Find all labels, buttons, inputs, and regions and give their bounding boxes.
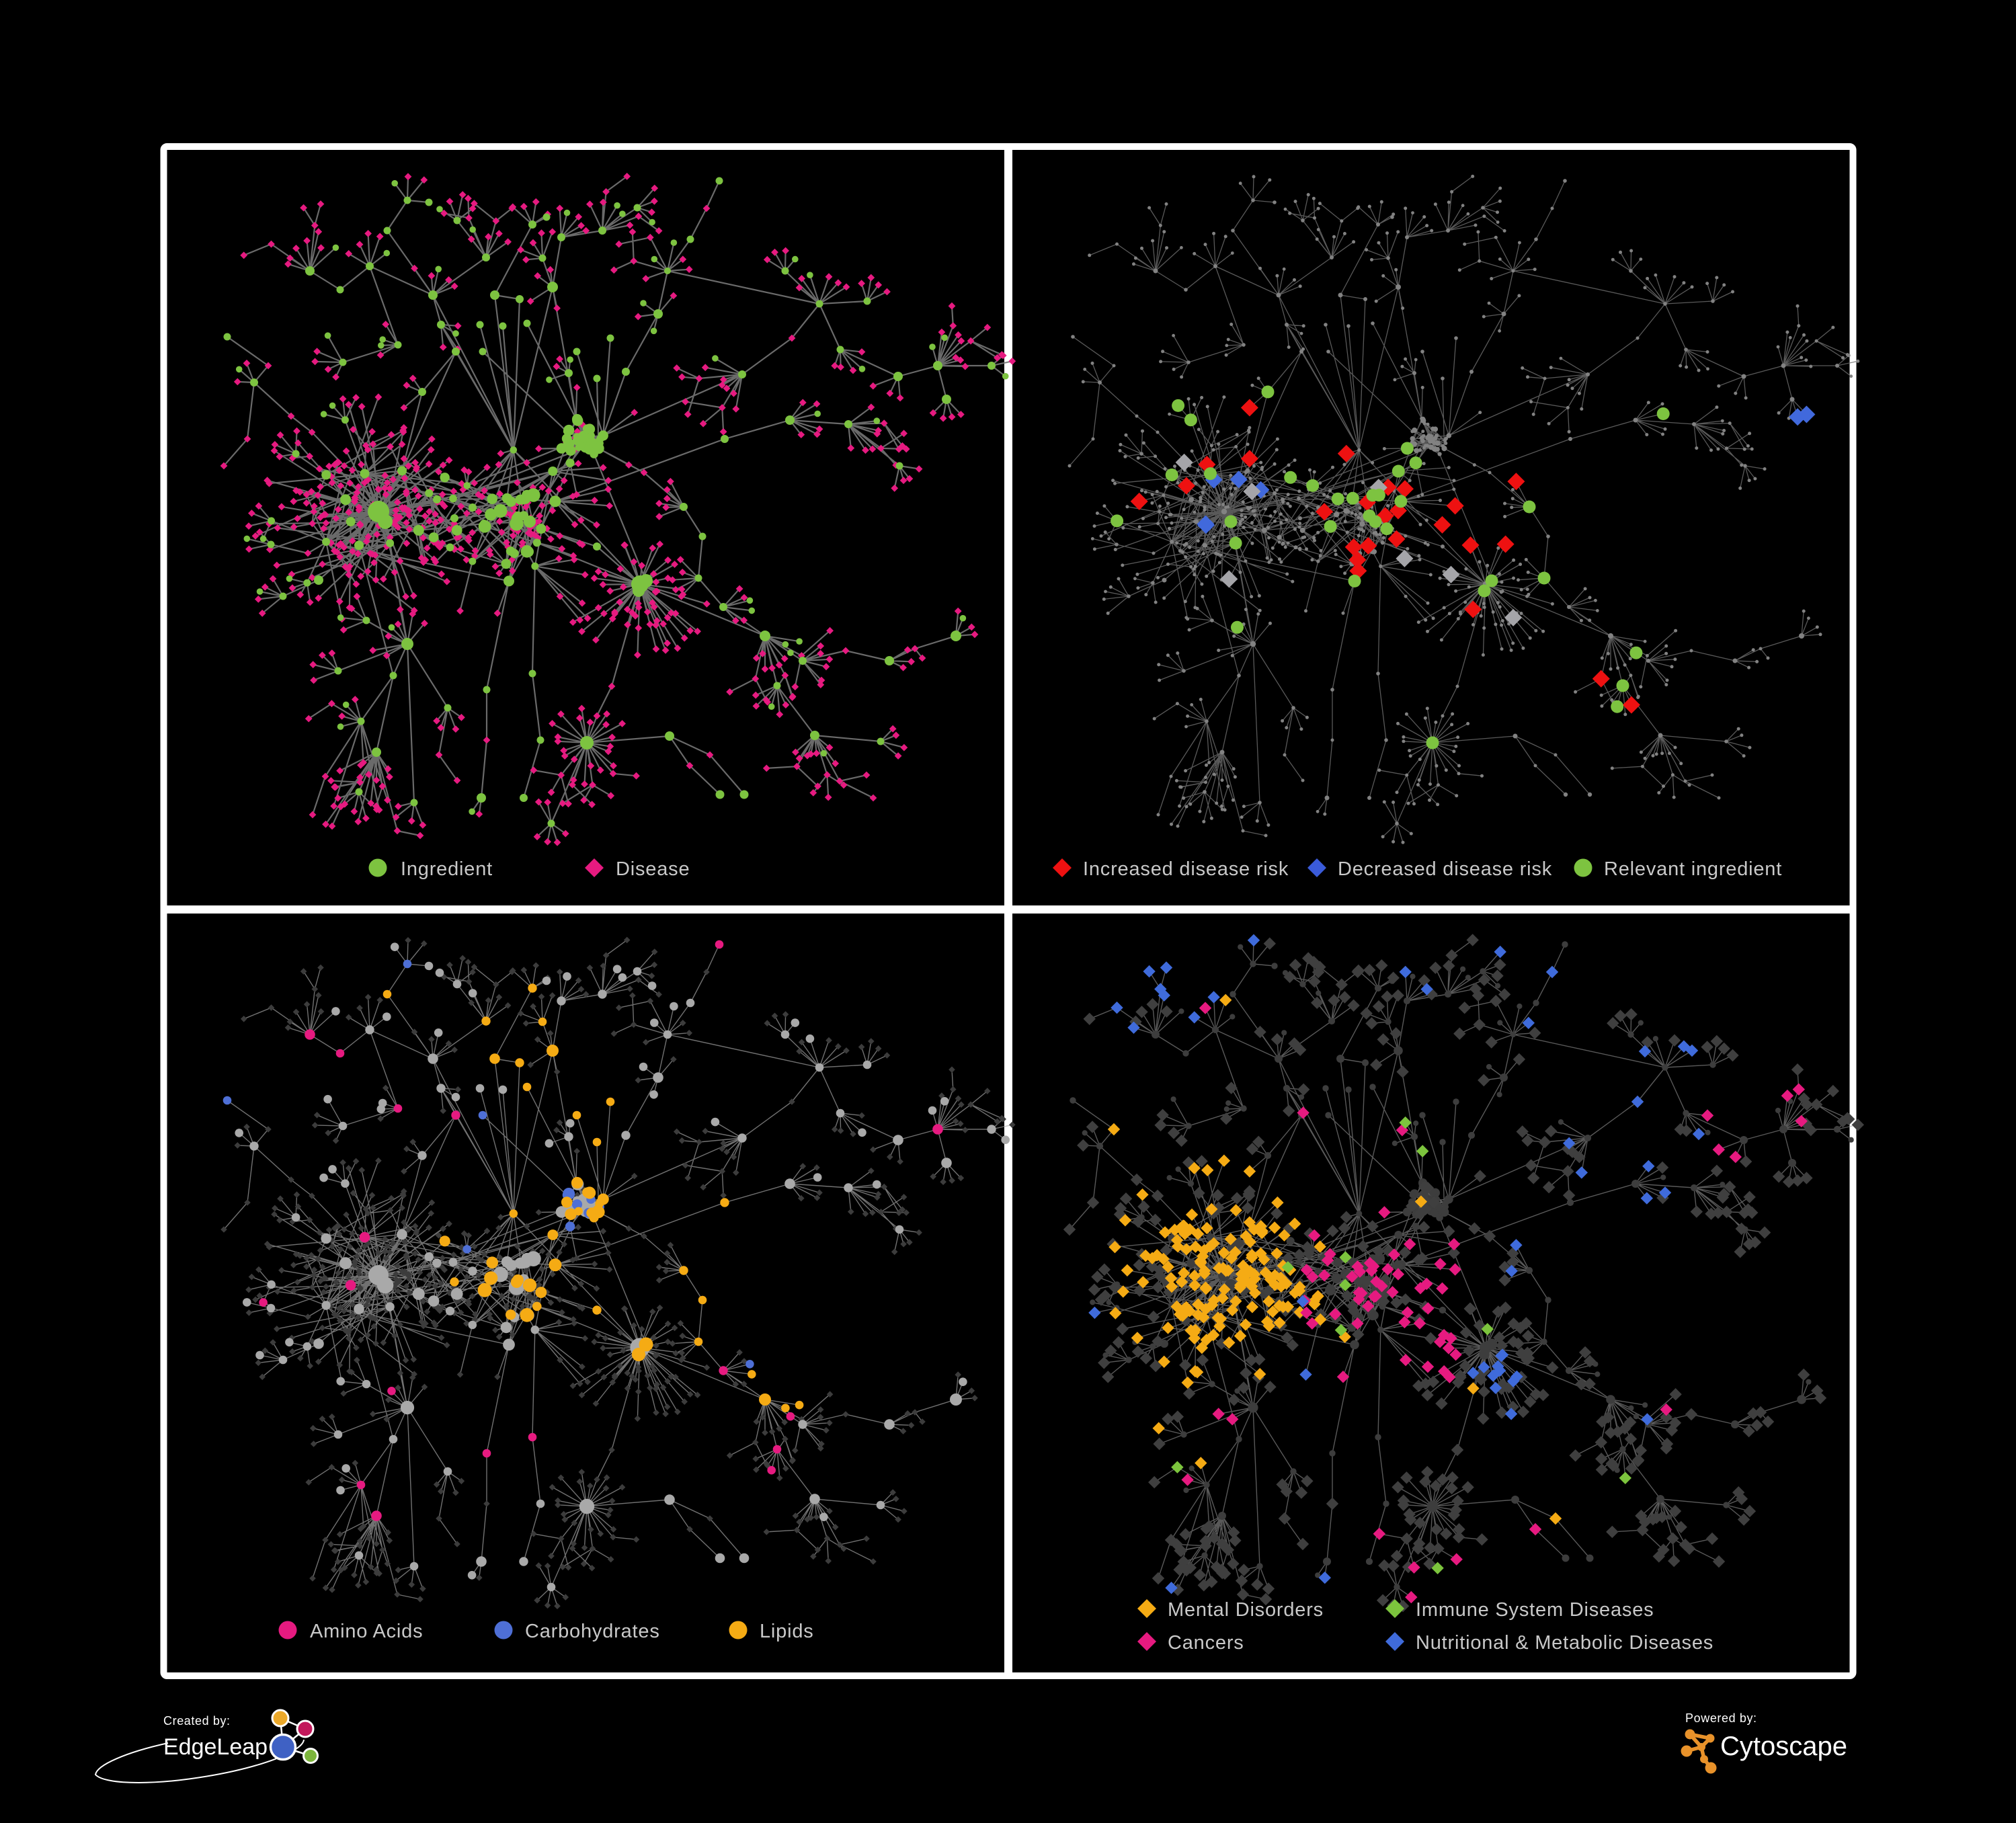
svg-text:Decreased disease risk: Decreased disease risk [1338, 858, 1552, 880]
svg-text:Amino Acids: Amino Acids [310, 1621, 423, 1642]
svg-text:Lipids: Lipids [760, 1621, 814, 1642]
svg-text:Cancers: Cancers [1168, 1632, 1244, 1654]
svg-text:Relevant ingredient: Relevant ingredient [1604, 858, 1782, 880]
svg-text:Created by:: Created by: [163, 1714, 231, 1728]
svg-text:Increased disease risk: Increased disease risk [1083, 858, 1289, 880]
svg-text:Immune System Diseases: Immune System Diseases [1416, 1599, 1654, 1621]
svg-text:Cytoscape: Cytoscape [1720, 1732, 1847, 1761]
svg-text:Nutritional & Metabolic Diseas: Nutritional & Metabolic Diseases [1416, 1632, 1713, 1654]
svg-text:Ingredient: Ingredient [401, 858, 493, 880]
svg-text:Mental Disorders: Mental Disorders [1168, 1599, 1324, 1621]
svg-text:Carbohydrates: Carbohydrates [525, 1621, 660, 1642]
svg-text:Powered by:: Powered by: [1685, 1711, 1757, 1725]
svg-text:EdgeLeap: EdgeLeap [163, 1734, 268, 1760]
svg-text:Disease: Disease [616, 858, 690, 880]
